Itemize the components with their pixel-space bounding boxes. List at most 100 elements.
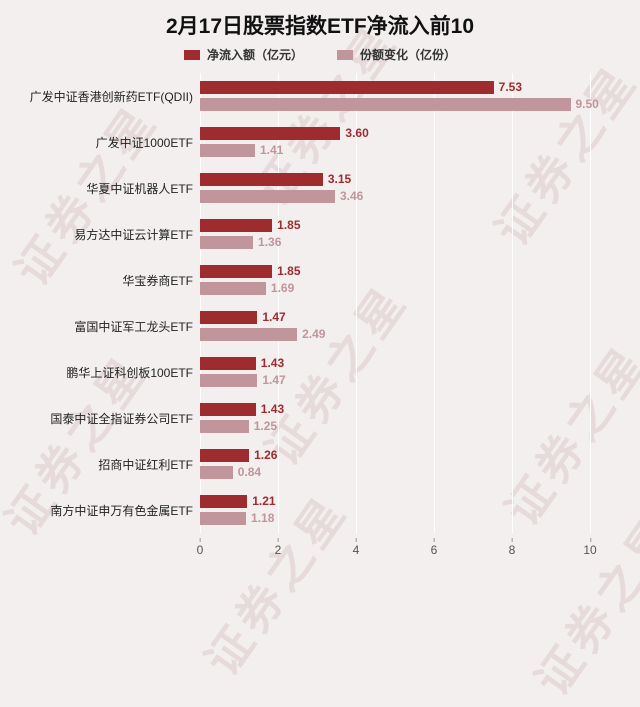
value-label-net-inflow: 3.15 xyxy=(327,172,352,186)
category-label: 易方达中证云计算ETF xyxy=(74,227,193,242)
bar-line: 1.69 xyxy=(200,282,590,295)
value-label-share-change: 1.47 xyxy=(262,373,286,387)
bar-net-inflow xyxy=(200,219,273,232)
bar-net-inflow xyxy=(200,173,323,186)
value-label-net-inflow: 7.53 xyxy=(498,80,523,94)
value-label-share-change: 1.41 xyxy=(259,143,284,157)
gridline xyxy=(512,73,513,533)
bar-group: 7.53 9.50 xyxy=(200,73,599,119)
bar-line: 1.85 xyxy=(200,219,590,232)
x-tick-label: 8 xyxy=(508,538,516,557)
legend-item-share-change: 份额变化（亿份） xyxy=(337,46,456,63)
category-label: 广发中证1000ETF xyxy=(95,135,193,150)
category-labels-column: 广发中证香港创新药ETF(QDII) 广发中证1000ETF 华夏中证机器人ETF 易… xyxy=(0,73,200,533)
gridline xyxy=(278,73,279,533)
value-label-share-change: 1.25 xyxy=(253,419,278,433)
bar-net-inflow xyxy=(200,357,256,370)
category-label: 广发中证香港创新药ETF(QDII) xyxy=(29,89,193,104)
bar-line: 1.47 xyxy=(200,374,590,387)
bar-line: 1.25 xyxy=(200,420,590,433)
value-label-net-inflow: 1.43 xyxy=(260,356,285,370)
bars-column: 7.53 9.50 3.60 1.41 3.15 3.46 1.85 1.36 1.85 1.69… xyxy=(200,73,599,533)
bar-line: 1.18 xyxy=(200,512,590,525)
plot-area: 7.53 9.50 3.60 1.41 3.15 3.46 1.85 1.36 1.85 1.69… xyxy=(200,73,599,533)
bar-chart: 广发中证香港创新药ETF(QDII) 广发中证1000ETF 华夏中证机器人ETF 易… xyxy=(0,73,640,533)
bar-line: 1.36 xyxy=(200,236,590,249)
value-label-share-change: 3.46 xyxy=(339,189,364,203)
bar-share-change xyxy=(200,374,258,387)
page-title: 2月17日股票指数ETF净流入前10 xyxy=(165,15,475,38)
bar-line: 9.50 xyxy=(200,98,599,111)
grid-layer xyxy=(200,73,591,533)
bar-line: 3.60 xyxy=(200,127,590,140)
bar-net-inflow xyxy=(200,81,494,94)
value-label-share-change: 2.49 xyxy=(302,327,326,341)
value-label-net-inflow: 1.85 xyxy=(277,218,301,232)
bar-net-inflow xyxy=(200,495,248,508)
bar-net-inflow xyxy=(200,265,273,278)
x-axis-row: 0 2 4 6 8 10 xyxy=(0,538,640,559)
bar-line: 1.26 xyxy=(200,449,590,462)
x-axis: 0 2 4 6 8 10 xyxy=(196,538,597,559)
bar-group: 1.43 1.47 xyxy=(200,349,590,395)
gridline xyxy=(200,73,201,533)
bar-line: 7.53 xyxy=(200,81,590,94)
bar-share-change xyxy=(200,98,571,111)
bar-net-inflow xyxy=(200,449,250,462)
category-label: 国泰中证全指证券公司ETF xyxy=(50,411,193,426)
bar-net-inflow xyxy=(200,127,341,140)
category-label: 南方中证申万有色金属ETF xyxy=(50,503,193,518)
gridline xyxy=(356,73,357,533)
value-label-net-inflow: 1.85 xyxy=(277,264,301,278)
bar-group: 3.15 3.46 xyxy=(200,165,590,211)
bar-line: 0.84 xyxy=(200,466,590,479)
bar-line: 1.41 xyxy=(200,144,590,157)
legend-item-net-inflow: 净流入额（亿元） xyxy=(183,46,303,63)
bar-group: 1.85 1.69 xyxy=(200,257,590,303)
x-tick-label: 4 xyxy=(352,538,360,557)
x-tick-label: 6 xyxy=(430,538,438,557)
value-label-share-change: 0.84 xyxy=(237,465,262,479)
bar-share-change xyxy=(200,236,254,249)
category-label: 华夏中证机器人ETF xyxy=(86,181,193,196)
x-tick-label: 10 xyxy=(583,538,597,557)
value-label-share-change: 1.69 xyxy=(270,281,295,295)
gridline xyxy=(590,73,591,533)
bar-share-change xyxy=(200,282,266,295)
legend-swatch-net-inflow xyxy=(183,49,200,60)
bar-line: 3.46 xyxy=(200,190,590,203)
category-label: 华宝券商ETF xyxy=(122,273,193,288)
bar-line: 1.43 xyxy=(200,357,590,370)
bar-share-change xyxy=(200,420,249,433)
bar-line: 1.21 xyxy=(200,495,590,508)
chart-legend: 净流入额（亿元） 份额变化（亿份） xyxy=(0,46,640,63)
bar-line: 1.85 xyxy=(200,265,590,278)
value-label-share-change: 1.36 xyxy=(258,235,282,249)
bar-group: 1.21 1.18 xyxy=(200,487,590,533)
value-label-net-inflow: 1.47 xyxy=(262,310,286,324)
gridline xyxy=(434,73,435,533)
x-axis-spacer xyxy=(0,539,200,559)
bar-group: 3.60 1.41 xyxy=(200,119,590,165)
bar-line: 2.49 xyxy=(200,328,590,341)
value-label-net-inflow: 1.43 xyxy=(260,402,285,416)
x-tick-label: 0 xyxy=(196,538,204,557)
category-label: 鹏华上证科创板100ETF xyxy=(66,365,193,380)
category-label: 招商中证红利ETF xyxy=(98,457,193,472)
legend-swatch-share-change xyxy=(337,49,353,60)
value-label-share-change: 9.50 xyxy=(575,97,599,111)
bar-net-inflow xyxy=(200,311,258,324)
bar-line: 1.47 xyxy=(200,311,590,324)
bar-share-change xyxy=(200,190,335,203)
bar-group: 1.47 2.49 xyxy=(200,303,590,349)
value-label-net-inflow: 3.60 xyxy=(345,126,369,140)
bar-share-change xyxy=(200,144,255,157)
bar-group: 1.85 1.36 xyxy=(200,211,590,257)
bar-net-inflow xyxy=(200,403,256,416)
category-label: 富国中证军工龙头ETF xyxy=(74,319,193,334)
bar-share-change xyxy=(200,328,298,341)
x-tick-label: 2 xyxy=(274,538,282,557)
bar-line: 1.43 xyxy=(200,403,590,416)
bar-line: 3.15 xyxy=(200,173,590,186)
bar-share-change xyxy=(200,466,233,479)
